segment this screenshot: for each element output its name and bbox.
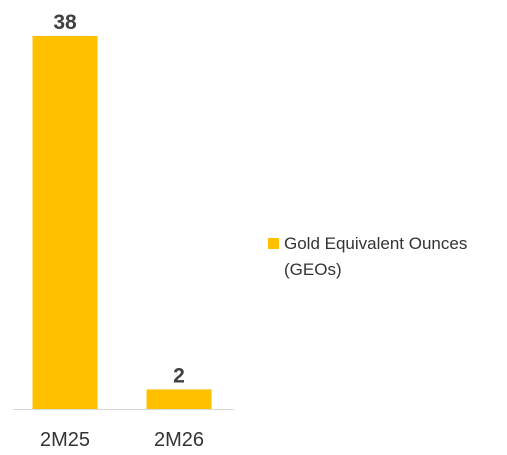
bar-2m26 <box>146 389 212 409</box>
chart-legend: Gold Equivalent Ounces (GEOs) <box>268 231 503 283</box>
x-tick-label-2m25: 2M25 <box>40 429 90 451</box>
x-tick-label-2m26: 2M26 <box>154 429 204 451</box>
bar-2m25 <box>32 36 98 409</box>
data-label-2m25: 38 <box>53 11 77 34</box>
legend-swatch <box>268 238 279 249</box>
legend-label: Gold Equivalent Ounces (GEOs) <box>284 234 468 279</box>
data-label-2m26: 2 <box>173 364 185 387</box>
